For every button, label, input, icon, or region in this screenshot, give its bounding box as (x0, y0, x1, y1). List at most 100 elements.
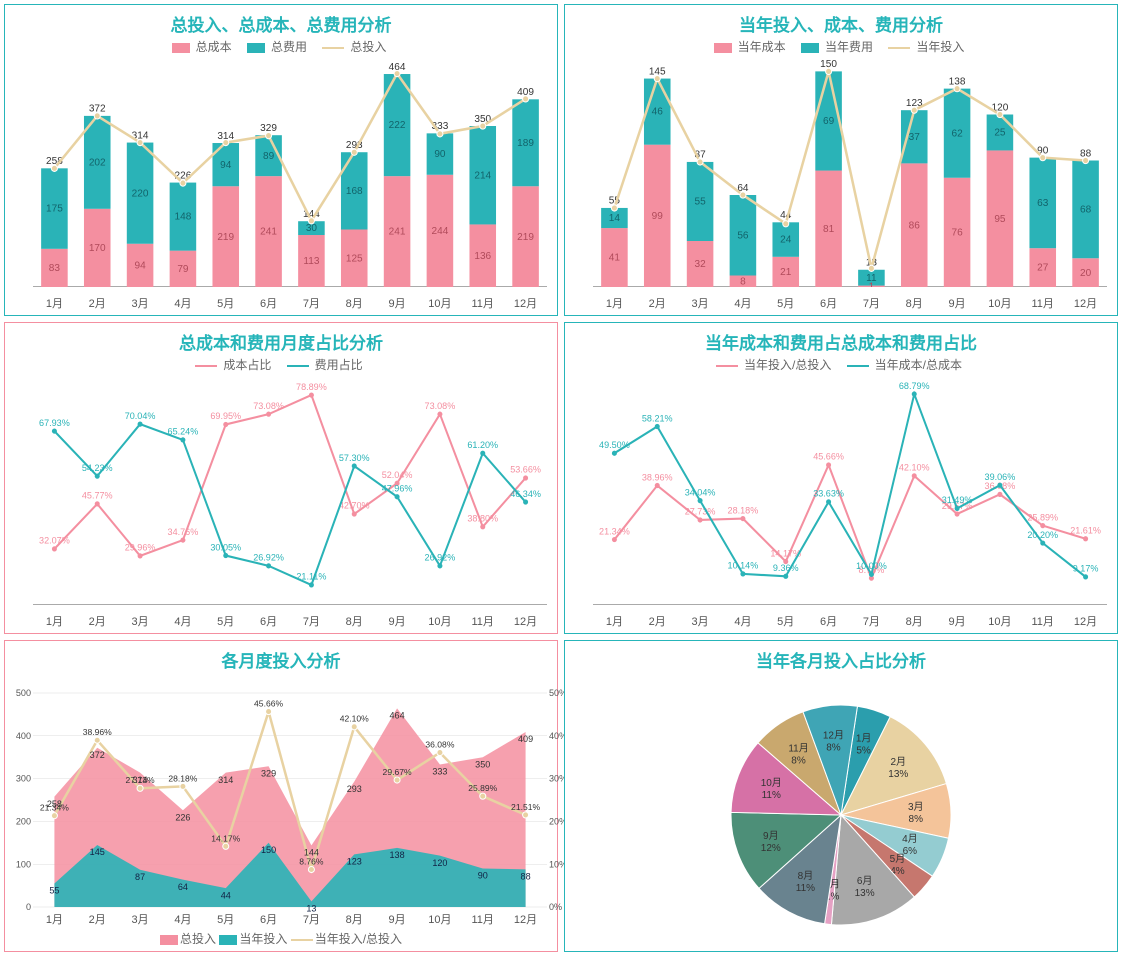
svg-text:113: 113 (303, 256, 319, 267)
svg-text:21.61%: 21.61% (1070, 525, 1101, 535)
svg-text:73.08%: 73.08% (253, 401, 284, 411)
chart-monthly-ratio: 总成本和费用月度占比分析 成本占比 费用占比 32.07%45.77%29.96… (4, 322, 558, 634)
svg-text:29.67%: 29.67% (383, 767, 412, 777)
svg-text:94: 94 (134, 260, 145, 271)
svg-text:94: 94 (220, 160, 231, 171)
svg-text:42.70%: 42.70% (339, 501, 370, 511)
chart4-xaxis: 1月2月3月4月5月6月7月8月9月10月11月12月 (593, 613, 1107, 629)
svg-text:45.66%: 45.66% (254, 698, 283, 708)
svg-text:30.05%: 30.05% (210, 542, 241, 552)
svg-text:12月: 12月 (823, 730, 844, 742)
svg-text:136: 136 (474, 251, 491, 262)
svg-text:90: 90 (434, 149, 445, 160)
svg-text:329: 329 (261, 768, 276, 778)
chart-monthly-investment: 各月度投入分析 01002003004005000%10%20%30%40%50… (4, 640, 558, 952)
svg-text:168: 168 (346, 186, 363, 197)
svg-text:42.10%: 42.10% (340, 714, 369, 724)
svg-text:0: 0 (26, 902, 31, 912)
svg-text:13%: 13% (855, 888, 875, 899)
svg-text:314: 314 (133, 775, 148, 785)
svg-text:14: 14 (609, 213, 620, 224)
svg-text:55: 55 (49, 886, 59, 896)
svg-text:28.18%: 28.18% (168, 773, 197, 783)
svg-text:27: 27 (1037, 263, 1048, 274)
svg-text:1月: 1月 (856, 733, 872, 745)
svg-text:8%: 8% (909, 814, 924, 825)
svg-text:8: 8 (740, 276, 746, 287)
svg-text:55: 55 (694, 196, 705, 207)
svg-text:54.23%: 54.23% (82, 463, 113, 473)
svg-text:26.92%: 26.92% (253, 552, 284, 562)
svg-text:20.20%: 20.20% (1027, 530, 1058, 540)
svg-text:8%: 8% (791, 755, 806, 766)
svg-text:95: 95 (994, 214, 1005, 225)
chart5-legend: 总投入 当年投入 当年投入/总投入 (5, 930, 557, 947)
svg-text:30: 30 (306, 223, 317, 234)
svg-text:25.89%: 25.89% (1027, 512, 1058, 522)
svg-text:200: 200 (16, 816, 31, 826)
svg-text:69.95%: 69.95% (210, 411, 241, 421)
svg-text:39.06%: 39.06% (985, 472, 1016, 482)
svg-text:464: 464 (390, 711, 405, 721)
svg-text:8.76%: 8.76% (299, 856, 324, 866)
svg-text:5%: 5% (856, 746, 871, 757)
svg-text:314: 314 (218, 775, 233, 785)
svg-text:226: 226 (175, 812, 190, 822)
svg-text:76: 76 (951, 227, 962, 238)
svg-text:89: 89 (263, 151, 274, 162)
svg-text:36.08%: 36.08% (425, 739, 454, 749)
svg-text:49.50%: 49.50% (599, 440, 630, 450)
svg-text:21.11%: 21.11% (296, 572, 326, 582)
svg-text:220: 220 (132, 188, 149, 199)
svg-text:350: 350 (475, 759, 490, 769)
svg-text:10.00%: 10.00% (856, 561, 887, 571)
svg-text:46.34%: 46.34% (510, 489, 541, 499)
svg-text:170: 170 (89, 243, 106, 254)
svg-text:372: 372 (90, 750, 105, 760)
svg-text:10月: 10月 (761, 777, 782, 789)
svg-text:26.92%: 26.92% (425, 552, 456, 562)
svg-text:57.30%: 57.30% (339, 453, 370, 463)
svg-text:70.04%: 70.04% (125, 411, 156, 421)
chart-current-year-analysis: 当年投入、成本、费用分析 当年成本 当年费用 当年投入 411455994614… (564, 4, 1118, 316)
svg-text:65.24%: 65.24% (168, 427, 199, 437)
svg-text:45.66%: 45.66% (813, 452, 844, 462)
svg-text:293: 293 (347, 784, 362, 794)
svg-text:31.49%: 31.49% (942, 495, 973, 505)
svg-text:20: 20 (1080, 268, 1091, 279)
chart6-title: 当年各月投入占比分析 (565, 641, 1117, 672)
svg-text:100: 100 (16, 859, 31, 869)
svg-text:9.36%: 9.36% (773, 563, 799, 573)
svg-text:175: 175 (46, 204, 63, 215)
chart1-xaxis: 1月2月3月4月5月6月7月8月9月10月11月12月 (33, 295, 547, 311)
svg-text:44: 44 (221, 890, 231, 900)
svg-text:219: 219 (217, 232, 234, 243)
svg-text:29.96%: 29.96% (125, 542, 156, 552)
chart4-legend: 当年投入/总投入 当年成本/总成本 (565, 356, 1117, 373)
svg-text:47.96%: 47.96% (382, 483, 413, 493)
svg-text:145: 145 (90, 847, 105, 857)
svg-text:11%: 11% (796, 883, 815, 894)
svg-text:3月: 3月 (908, 801, 924, 813)
svg-text:214: 214 (474, 170, 491, 181)
svg-text:9月: 9月 (763, 830, 779, 842)
svg-text:148: 148 (175, 212, 192, 223)
svg-text:11月: 11月 (788, 742, 808, 754)
svg-text:64: 64 (178, 882, 188, 892)
svg-text:61.20%: 61.20% (467, 440, 498, 450)
svg-text:33.63%: 33.63% (813, 488, 844, 498)
chart2-xaxis: 1月2月3月4月5月6月7月8月9月10月11月12月 (593, 295, 1107, 311)
svg-text:62: 62 (951, 128, 962, 139)
svg-text:28.18%: 28.18% (728, 505, 759, 515)
svg-text:8月: 8月 (798, 870, 814, 882)
svg-text:37: 37 (909, 132, 920, 143)
svg-text:53.66%: 53.66% (510, 465, 541, 475)
svg-text:41: 41 (609, 253, 620, 264)
svg-text:42.10%: 42.10% (899, 463, 930, 473)
svg-text:241: 241 (389, 227, 406, 238)
svg-text:99: 99 (652, 211, 663, 222)
svg-text:333: 333 (432, 767, 447, 777)
chart1-title: 总投入、总成本、总费用分析 (5, 5, 557, 36)
chart4-title: 当年成本和费用占总成本和费用占比 (565, 323, 1117, 354)
svg-text:244: 244 (432, 226, 449, 237)
